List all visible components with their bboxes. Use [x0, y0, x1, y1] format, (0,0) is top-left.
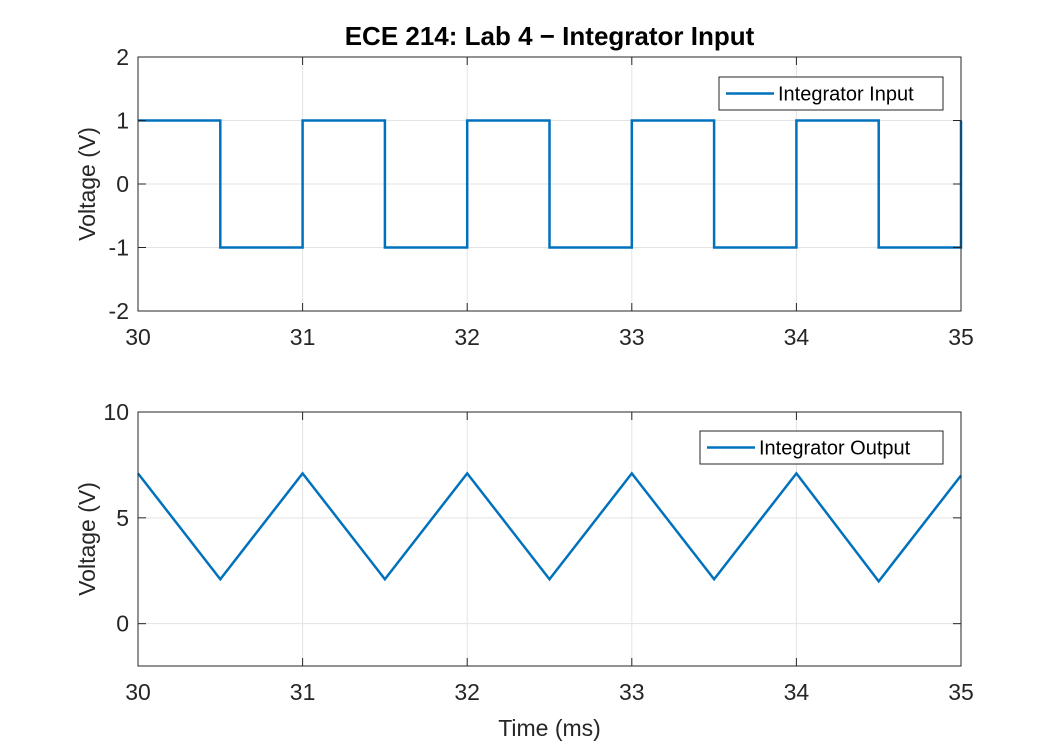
- output-series: [137, 471, 962, 584]
- input-y-tick-label: 2: [116, 44, 129, 70]
- input-x-tick-label: 35: [948, 324, 974, 350]
- input-series-line: [138, 119, 963, 249]
- input-x-tick-label: 34: [784, 324, 810, 350]
- chart-title: ECE 214: Lab 4 − Integrator Input: [345, 21, 755, 51]
- output-x-axis-label: Time (ms): [498, 715, 601, 741]
- output-x-tick-label: 31: [290, 679, 316, 705]
- output-x-tick-label: 34: [784, 679, 810, 705]
- input-y-tick-label: 0: [116, 171, 129, 197]
- output-ticks: 30 31 32 33 34 35 0 5 10: [103, 399, 973, 705]
- input-y-tick-label: -1: [109, 235, 129, 261]
- output-axes-box: [137, 411, 962, 667]
- input-y-tick-label: -2: [109, 298, 129, 324]
- output-y-tick-label: 10: [103, 399, 129, 425]
- input-legend-label: Integrator Input: [778, 84, 914, 106]
- output-subplot: 30 31 32 33 34 35 0 5 10 Time (ms) Voltage (V) I…: [74, 399, 974, 741]
- input-x-tick-label: 32: [454, 324, 480, 350]
- input-x-tick-label: 30: [125, 324, 151, 350]
- input-y-tick-label: 1: [116, 108, 129, 134]
- output-x-tick-label: 32: [454, 679, 480, 705]
- input-x-tick-label: 33: [619, 324, 645, 350]
- output-legend[interactable]: Integrator Output: [699, 430, 944, 465]
- output-y-axis-label: Voltage (V): [74, 482, 100, 596]
- input-series: [138, 119, 963, 249]
- output-x-tick-label: 33: [619, 679, 645, 705]
- input-ticks: 30 31 32 33 34 35 -2 -1 0 1 2: [109, 44, 974, 350]
- output-series-line: [137, 471, 962, 584]
- output-y-tick-label: 5: [116, 505, 129, 531]
- input-subplot: 30 31 32 33 34 35 -2 -1 0 1 2 ECE 214: Lab 4 − Int…: [74, 21, 974, 350]
- input-y-axis-label: Voltage (V): [74, 127, 100, 241]
- output-y-tick-label: 0: [116, 611, 129, 637]
- output-x-tick-label: 30: [125, 679, 151, 705]
- input-x-tick-label: 31: [290, 324, 316, 350]
- input-legend[interactable]: Integrator Input: [718, 76, 944, 111]
- output-legend-label: Integrator Output: [759, 438, 911, 460]
- output-x-tick-label: 35: [948, 679, 974, 705]
